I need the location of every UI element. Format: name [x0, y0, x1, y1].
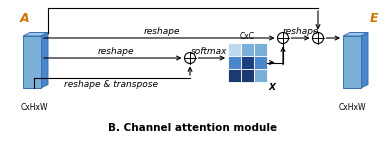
Bar — [241, 56, 254, 69]
Text: reshape: reshape — [144, 27, 180, 36]
Bar — [254, 43, 267, 56]
Bar — [228, 43, 241, 56]
Text: softmax: softmax — [191, 47, 227, 56]
Text: B. Channel attention module: B. Channel attention module — [108, 123, 277, 133]
Bar — [254, 56, 267, 69]
Bar — [228, 56, 241, 69]
Text: E: E — [370, 12, 378, 25]
Text: CxHxW: CxHxW — [21, 103, 48, 112]
Polygon shape — [361, 33, 368, 88]
Bar — [241, 43, 254, 56]
Text: CxHxW: CxHxW — [339, 103, 366, 112]
Bar — [241, 69, 254, 82]
Text: reshape: reshape — [97, 47, 134, 56]
Polygon shape — [41, 33, 48, 88]
Polygon shape — [23, 36, 41, 88]
Bar — [228, 69, 241, 82]
Polygon shape — [343, 36, 361, 88]
Text: reshape: reshape — [282, 27, 319, 36]
Text: CxC: CxC — [240, 32, 255, 41]
Text: X: X — [268, 83, 275, 92]
Bar — [254, 69, 267, 82]
Text: A: A — [20, 12, 30, 25]
Polygon shape — [343, 33, 368, 36]
Polygon shape — [23, 33, 48, 36]
Text: reshape & transpose: reshape & transpose — [63, 80, 158, 89]
